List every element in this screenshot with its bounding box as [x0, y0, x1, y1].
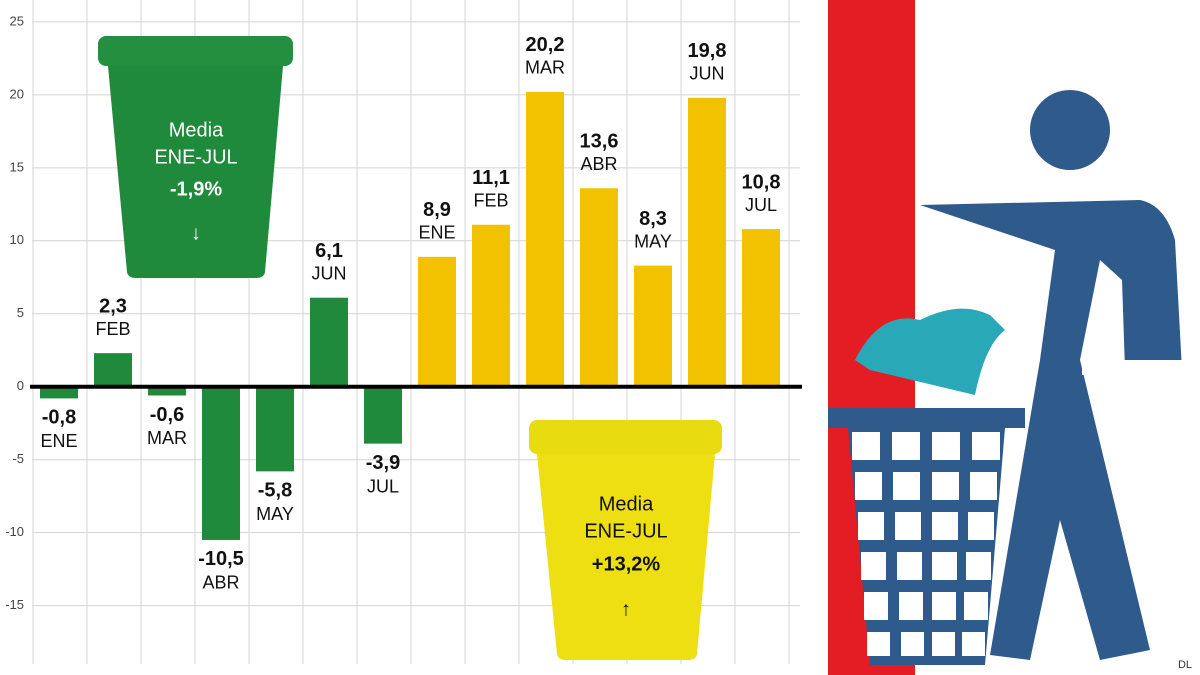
- bar: [40, 386, 78, 399]
- category-label: MAY: [634, 231, 672, 251]
- bar: [148, 386, 186, 396]
- value-label: 8,9: [423, 199, 451, 221]
- value-label: 13,6: [580, 131, 619, 153]
- paper: [855, 308, 1005, 395]
- y-tick-label: 10: [10, 232, 24, 247]
- credit: DL: [1178, 659, 1192, 671]
- value-label: 2,3: [99, 295, 127, 317]
- y-tick-label: 20: [10, 86, 24, 101]
- category-label: JUN: [690, 64, 725, 84]
- bar: [472, 224, 510, 387]
- bin-arrow: ↓: [191, 222, 201, 244]
- bar: [256, 386, 294, 472]
- value-label: 10,8: [742, 171, 781, 193]
- category-label: ENE: [418, 223, 455, 243]
- grid: 25 20 15 10 5 0 -5 -10 -15: [5, 0, 800, 664]
- category-label: FEB: [95, 319, 130, 339]
- figure-head: [1030, 90, 1110, 170]
- value-label: 11,1: [472, 167, 510, 189]
- value-label: -10,5: [198, 548, 244, 570]
- bin-text: ENE-JUL: [584, 520, 667, 542]
- y-tick-label: -10: [5, 524, 24, 539]
- bin-body: [537, 454, 715, 660]
- value-label: -3,9: [366, 452, 400, 474]
- category-label: MAR: [147, 428, 187, 448]
- category-label: JUL: [367, 476, 399, 496]
- figure-belt: [1082, 360, 1182, 375]
- value-label: 20,2: [526, 34, 565, 56]
- bar: [742, 229, 780, 387]
- yellow-bin: Media ENE-JUL +13,2% ↑: [529, 420, 722, 660]
- y-tick-label: 15: [10, 159, 24, 174]
- y-tick-label: -5: [12, 451, 24, 466]
- value-label: 19,8: [688, 40, 727, 62]
- bin-value: +13,2%: [592, 553, 661, 575]
- bin-text: ENE-JUL: [154, 146, 237, 168]
- category-label: FEB: [473, 190, 508, 210]
- value-label: 8,3: [639, 208, 667, 230]
- value-label: -0,8: [42, 407, 76, 429]
- bar: [688, 97, 726, 387]
- figure-body: [920, 200, 1182, 660]
- category-label: MAY: [256, 504, 294, 524]
- category-label: ABR: [580, 154, 617, 174]
- category-label: ABR: [202, 573, 239, 593]
- bin-lid: [529, 420, 722, 454]
- bars: -0,8ENE2,3FEB-0,6MAR-10,5ABR-5,8MAY6,1JU…: [30, 34, 802, 593]
- bar: [526, 91, 564, 387]
- bin-lid: [98, 36, 293, 66]
- category-label: JUN: [312, 263, 347, 283]
- bin-arrow: ↑: [621, 598, 631, 620]
- y-tick-label: 5: [17, 305, 24, 320]
- y-tick-label: -15: [5, 597, 24, 612]
- illustration: DL: [828, 0, 1192, 675]
- bin-value: -1,9%: [170, 178, 222, 200]
- bin-body: [108, 66, 283, 278]
- bar: [634, 265, 672, 387]
- category-label: ENE: [40, 431, 77, 451]
- bar: [580, 188, 618, 387]
- value-label: -0,6: [150, 404, 184, 426]
- bar: [418, 256, 456, 387]
- value-label: -5,8: [258, 480, 292, 502]
- bar: [364, 386, 402, 444]
- bar: [94, 353, 132, 387]
- category-label: MAR: [525, 58, 565, 78]
- value-label: 6,1: [315, 240, 343, 262]
- bar: [202, 386, 240, 540]
- bin-text: Media: [169, 119, 224, 141]
- y-tick-label: 0: [17, 378, 24, 393]
- green-bin: Media ENE-JUL -1,9% ↓: [98, 36, 293, 278]
- y-tick-label: 25: [10, 13, 24, 28]
- basket-holes: [852, 432, 1000, 656]
- bin-text: Media: [599, 493, 654, 515]
- category-label: JUL: [745, 195, 777, 215]
- bar: [310, 297, 348, 387]
